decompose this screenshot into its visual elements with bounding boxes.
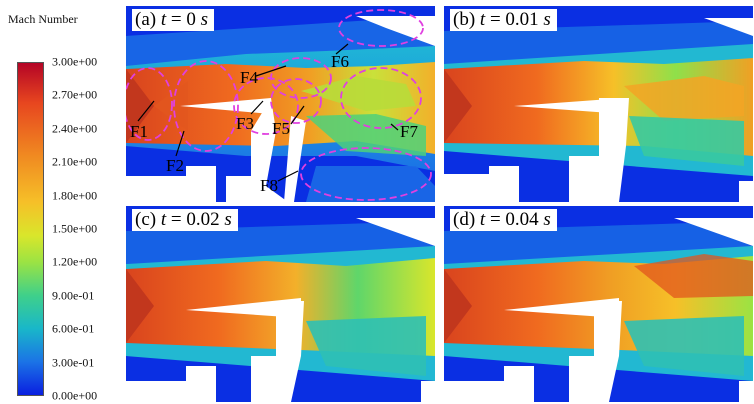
- flow-field-c: [126, 206, 435, 402]
- colorbar: [17, 62, 44, 396]
- time-value: = 0.04: [485, 209, 544, 230]
- panel-c-label: (c) t = 0.02 s: [132, 209, 238, 231]
- annotation-f7: F7: [400, 122, 418, 141]
- time-variable: t: [160, 209, 167, 230]
- panel-b-label: (b) t = 0.01 s: [450, 9, 557, 31]
- colorbar-tick-label: 9.00e-01: [52, 288, 95, 303]
- colorbar-tick-label: 2.10e+00: [52, 154, 98, 169]
- time-variable: t: [479, 9, 486, 30]
- annotation-f4: F4: [240, 68, 258, 87]
- time-variable: t: [160, 9, 167, 30]
- time-unit: s: [543, 9, 551, 30]
- time-variable: t: [479, 209, 486, 230]
- colorbar-tick-label: 1.80e+00: [52, 188, 98, 203]
- time-unit: s: [224, 209, 232, 230]
- panel-a: (a) t = 0 s F1 F2 F3 F4 F5 F6 F7 F8: [126, 6, 435, 202]
- annotation-f6: F6: [331, 52, 349, 71]
- annotation-f1: F1: [130, 122, 148, 141]
- time-unit: s: [200, 9, 208, 30]
- colorbar-tick-label: 2.70e+00: [52, 87, 98, 102]
- feature-ellipses: [126, 9, 432, 201]
- flow-field-b: [444, 6, 753, 202]
- panel-c: (c) t = 0.02 s: [126, 206, 435, 402]
- annotation-f2: F2: [166, 156, 184, 175]
- flow-field-d: [444, 206, 753, 402]
- colorbar-tick-label: 1.20e+00: [52, 254, 98, 269]
- panel-d: (d) t = 0.04 s: [444, 206, 753, 402]
- annotation-f8: F8: [260, 176, 278, 195]
- panel-tag: (b): [453, 9, 480, 30]
- panel-tag: (d): [453, 209, 480, 230]
- colorbar-tick-label: 3.00e-01: [52, 355, 95, 370]
- panel-tag: (c): [135, 209, 161, 230]
- colorbar-tick-label: 2.40e+00: [52, 121, 98, 136]
- time-unit: s: [543, 209, 551, 230]
- time-value: = 0.01: [485, 9, 544, 30]
- panel-d-label: (d) t = 0.04 s: [450, 209, 557, 231]
- panel-b: (b) t = 0.01 s: [444, 6, 753, 202]
- colorbar-tick-label: 3.00e+00: [52, 54, 98, 69]
- flow-field-a: [126, 6, 435, 202]
- panel-tag: (a): [135, 9, 161, 30]
- colorbar-tick-label: 1.50e+00: [52, 221, 98, 236]
- colorbar-tick-label: 6.00e-01: [52, 321, 95, 336]
- annotation-leaders: [137, 43, 399, 182]
- annotation-f5: F5: [272, 119, 290, 138]
- time-value: = 0: [166, 9, 201, 30]
- colorbar-title: Mach Number: [8, 12, 78, 26]
- panel-a-label: (a) t = 0 s: [132, 9, 214, 31]
- time-value: = 0.02: [166, 209, 225, 230]
- colorbar-tick-label: 0.00e+00: [52, 388, 98, 403]
- annotation-f3: F3: [236, 114, 254, 133]
